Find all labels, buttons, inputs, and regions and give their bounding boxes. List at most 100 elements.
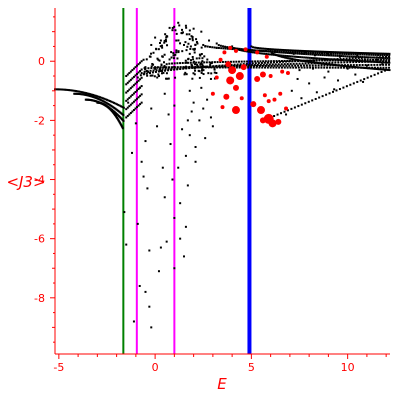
band-point-1047 <box>305 60 308 63</box>
band-point-725 <box>289 51 292 54</box>
band-point-243 <box>140 76 143 79</box>
band-point-1158 <box>213 71 216 74</box>
band-point-3 <box>58 88 61 91</box>
band-point-360 <box>170 67 173 70</box>
band-point-1242 <box>185 61 188 64</box>
band-point-5 <box>61 88 64 91</box>
band-point-797 <box>271 50 274 53</box>
band-point-957 <box>281 48 284 51</box>
band-point-1000 <box>353 51 356 54</box>
band-point-1105 <box>388 69 391 72</box>
band-point-1268 <box>194 69 197 72</box>
band-point-1 <box>55 88 58 91</box>
band-point-1044 <box>301 59 304 62</box>
band-point-951 <box>272 48 275 51</box>
band-point-47 <box>120 105 123 108</box>
band-point-247 <box>129 78 132 81</box>
scatter-point-35 <box>300 97 303 100</box>
band-point-88 <box>111 105 114 108</box>
band-point-683 <box>382 58 385 61</box>
band-point-1229 <box>185 26 188 29</box>
highlight-point-18 <box>268 74 273 79</box>
band-point-516 <box>385 63 388 66</box>
scatter-point-92 <box>186 119 189 122</box>
band-point-791 <box>259 49 262 52</box>
band-point-1165 <box>193 60 196 63</box>
band-point-67 <box>90 95 93 98</box>
band-point-739 <box>321 52 324 55</box>
band-point-737 <box>316 52 319 55</box>
band-point-1084 <box>358 66 361 69</box>
band-point-389 <box>256 63 259 66</box>
band-point-1207 <box>184 66 187 69</box>
scatter-point-100 <box>190 110 193 113</box>
band-point-735 <box>312 51 315 54</box>
band-point-261 <box>134 66 137 69</box>
band-point-733 <box>307 51 310 54</box>
band-point-1178 <box>175 49 178 52</box>
scatter-point-91 <box>333 88 336 91</box>
band-point-206 <box>134 107 137 110</box>
band-point-1127 <box>342 86 345 89</box>
band-point-1083 <box>357 66 360 69</box>
band-point-404 <box>301 62 304 65</box>
band-point-338 <box>354 57 357 60</box>
band-point-917 <box>350 59 353 62</box>
band-point-1072 <box>341 64 344 67</box>
band-point-1177 <box>144 68 147 71</box>
band-point-966 <box>296 49 299 52</box>
highlight-point-9 <box>223 93 230 100</box>
band-point-858 <box>238 49 241 52</box>
band-point-731 <box>303 51 306 54</box>
band-point-1173 <box>173 65 176 68</box>
band-point-538 <box>210 66 213 69</box>
band-point-649 <box>291 59 294 62</box>
band-point-351 <box>143 70 146 73</box>
band-point-1128 <box>345 85 348 88</box>
band-point-767 <box>383 54 386 57</box>
band-point-963 <box>291 49 294 52</box>
band-point-551 <box>247 66 250 69</box>
scatter-point-20 <box>327 52 330 55</box>
scatter-point-78 <box>202 107 205 110</box>
band-point-730 <box>300 51 303 54</box>
band-point-849 <box>379 56 382 59</box>
band-point-415 <box>334 61 337 64</box>
band-point-526 <box>176 66 179 69</box>
band-point-657 <box>313 59 316 62</box>
band-point-323 <box>309 59 312 62</box>
band-point-1021 <box>388 52 391 55</box>
band-point-746 <box>336 52 339 55</box>
scatter-point-79 <box>211 125 214 128</box>
band-point-90 <box>113 106 116 109</box>
band-point-1054 <box>315 61 318 64</box>
band-point-51 <box>74 92 77 95</box>
band-point-888 <box>295 55 298 58</box>
band-point-828 <box>336 54 339 57</box>
band-point-1076 <box>346 65 349 68</box>
band-point-1094 <box>372 67 375 70</box>
band-point-1141 <box>188 29 191 32</box>
band-point-902 <box>322 57 325 60</box>
band-point-841 <box>363 56 366 59</box>
band-point-221 <box>140 93 143 96</box>
band-point-607 <box>179 62 182 65</box>
band-point-235 <box>128 88 131 91</box>
band-point-239 <box>134 82 137 85</box>
scatter-point-96 <box>171 178 174 181</box>
scatter-point-27 <box>365 64 368 67</box>
band-point-745 <box>334 52 337 55</box>
band-point-754 <box>354 53 357 56</box>
band-point-87 <box>110 104 113 107</box>
band-point-943 <box>258 47 261 50</box>
band-point-743 <box>329 52 332 55</box>
band-point-1298 <box>150 52 153 55</box>
band-point-694 <box>220 47 223 50</box>
band-point-272 <box>154 70 157 73</box>
band-point-420 <box>349 61 352 64</box>
band-point-2 <box>56 88 59 91</box>
x-axis-label: E <box>217 375 227 393</box>
band-point-889 <box>297 55 300 58</box>
band-point-846 <box>373 56 376 59</box>
band-point-556 <box>261 66 264 69</box>
